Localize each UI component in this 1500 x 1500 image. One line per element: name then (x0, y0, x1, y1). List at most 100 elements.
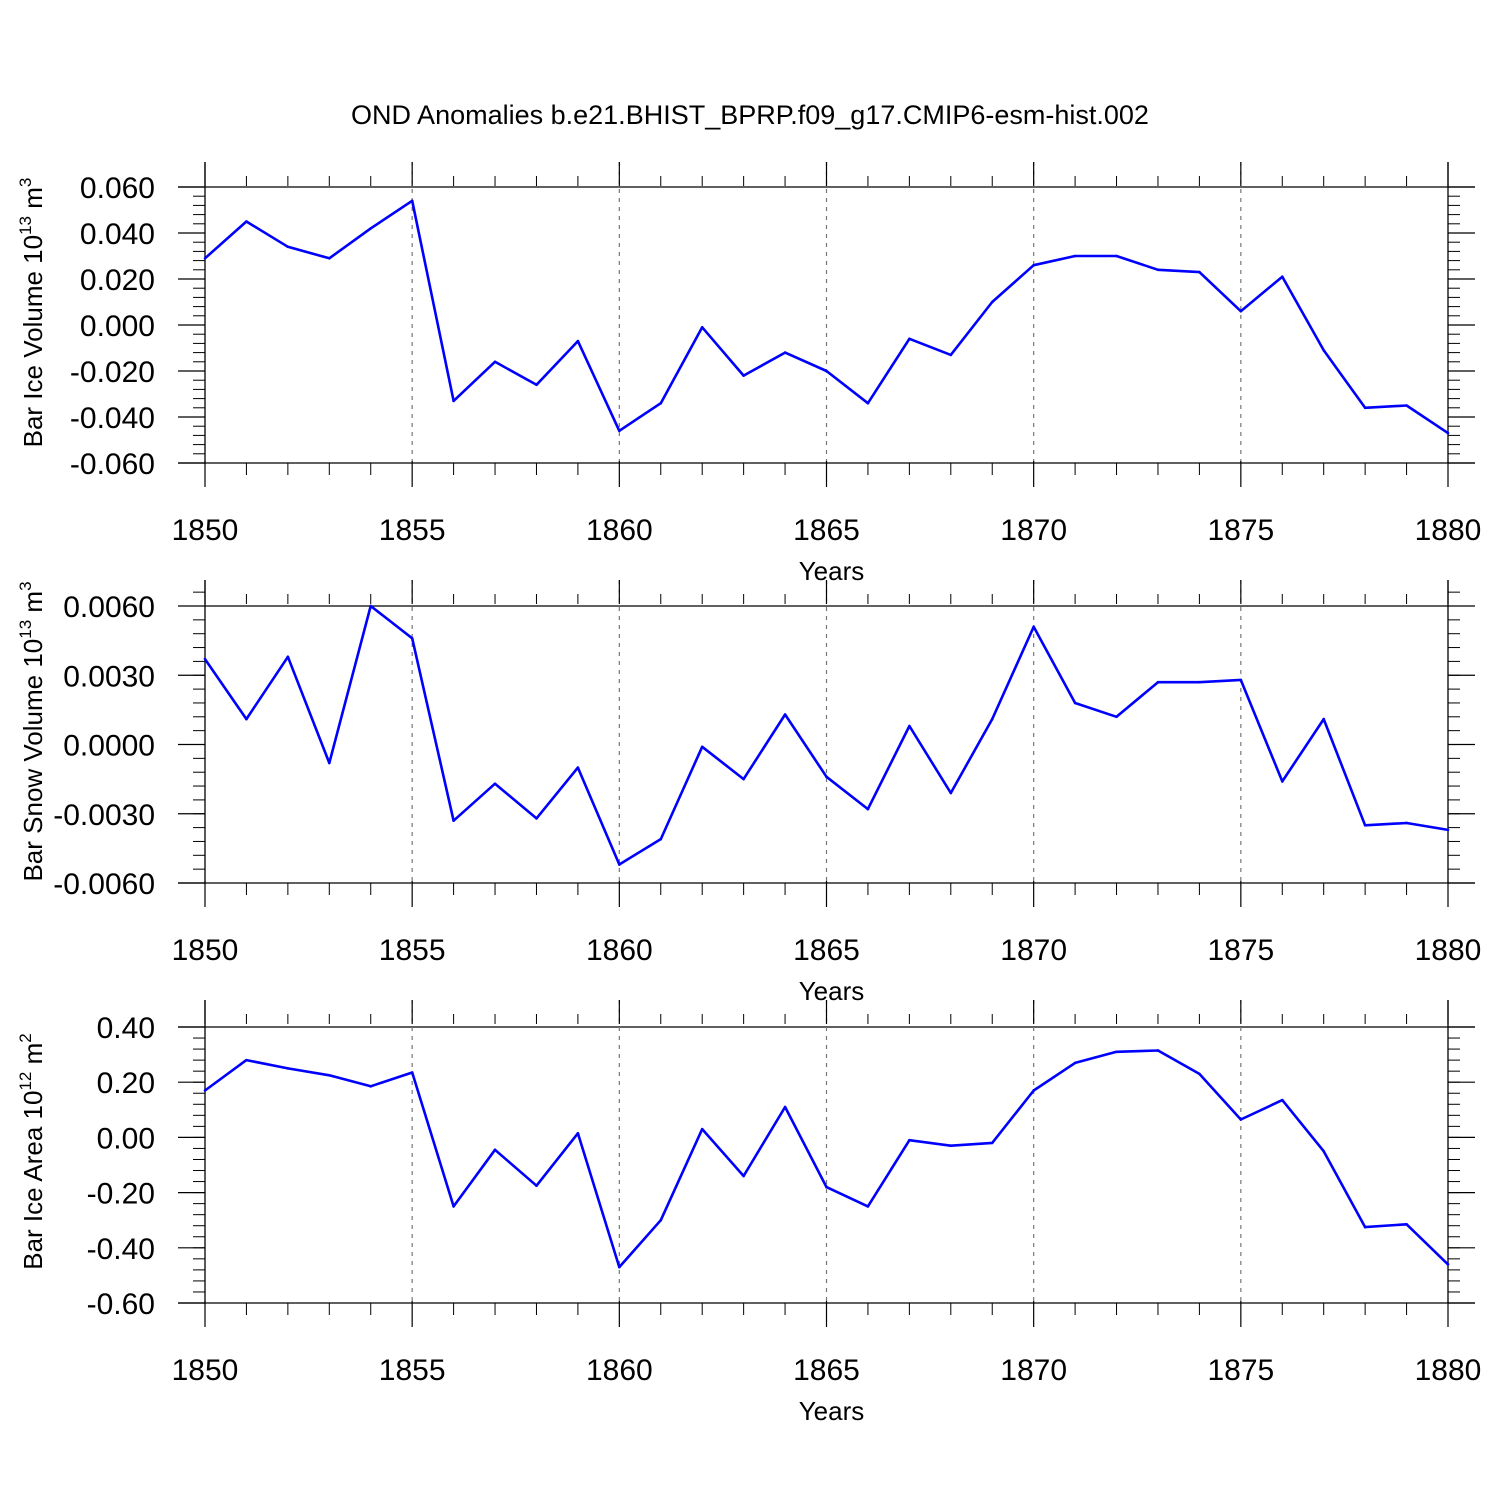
y-tick-label: -0.20 (87, 1178, 155, 1211)
data-point-1853 (328, 761, 331, 765)
data-point-1869 (990, 717, 994, 721)
data-point-1854 (369, 227, 373, 230)
data-point-1863 (742, 1174, 745, 1178)
y-axis-label-unit: m (18, 1043, 48, 1072)
y-tick-label: 0.060 (80, 172, 155, 205)
x-tick-label: 1865 (793, 514, 860, 547)
x-tick-label: 1855 (379, 934, 446, 967)
y-axis-label-exponent: 13 (16, 620, 35, 639)
data-point-1868 (949, 1144, 953, 1147)
data-point-1856 (452, 819, 455, 822)
data-point-1867 (908, 724, 911, 728)
data-point-1860 (618, 429, 621, 433)
y-axis-label-unit: m (18, 187, 48, 216)
data-point-1873 (1156, 680, 1160, 684)
y-axis-label-main: Bar Ice Area 10 (18, 1091, 48, 1270)
data-point-1865 (825, 775, 828, 779)
data-point-1873 (1156, 268, 1160, 272)
data-point-1861 (659, 1218, 663, 1222)
y-tick-label: 0.00 (97, 1122, 155, 1155)
x-tick-label: 1875 (1207, 1354, 1274, 1387)
data-point-1870 (1032, 263, 1035, 267)
x-tick-label: 1860 (586, 1354, 653, 1387)
x-axis-label: Years (799, 556, 865, 586)
data-point-1853 (328, 1074, 331, 1077)
data-point-1875 (1239, 309, 1243, 313)
x-tick-label: 1860 (586, 934, 653, 967)
data-point-1878 (1363, 1225, 1367, 1229)
data-point-1868 (949, 791, 953, 795)
data-point-1855 (410, 637, 414, 640)
chart-panel-3: 0.40 0.20 0.00 -0.20 -0.40 -0.60 1850 1855 1860 1… (16, 1000, 1481, 1426)
y-axis-label: Bar Ice Area 1012 m2 (16, 1033, 48, 1270)
y-axis-label: Bar Ice Volume 1013 m3 (16, 178, 48, 448)
y-axis-label-unit-exponent: 3 (16, 581, 35, 590)
data-point-1851 (245, 717, 248, 721)
data-point-1851 (245, 1058, 248, 1062)
x-tick-label: 1860 (586, 514, 653, 547)
data-point-1880 (1446, 1263, 1450, 1266)
x-axis-label: Years (799, 976, 865, 1006)
x-tick-label: 1880 (1415, 514, 1482, 547)
x-tick-label: 1850 (172, 514, 239, 547)
data-point-1874 (1198, 1072, 1201, 1076)
x-tick-label: 1850 (172, 934, 239, 967)
x-tick-label: 1875 (1207, 934, 1274, 967)
data-point-1875 (1239, 678, 1243, 682)
data-point-1850 (203, 1089, 207, 1092)
x-tick-label: 1865 (793, 1354, 860, 1387)
data-point-1859 (576, 339, 580, 343)
y-axis-label-unit-exponent: 3 (16, 178, 35, 187)
data-point-1874 (1198, 680, 1201, 684)
data-point-1857 (493, 360, 497, 364)
data-point-1855 (410, 1071, 414, 1074)
y-tick-label: 0.020 (80, 264, 155, 297)
data-point-1852 (286, 245, 290, 249)
y-axis-label-unit: m (18, 591, 48, 620)
data-point-1878 (1363, 823, 1367, 827)
data-point-1872 (1115, 715, 1118, 719)
y-tick-label: 0.20 (97, 1067, 155, 1100)
data-point-1859 (576, 766, 580, 769)
y-axis-label-exponent: 12 (16, 1072, 35, 1091)
data-point-1860 (618, 863, 621, 866)
data-point-1864 (783, 1105, 787, 1109)
x-tick-label: 1855 (379, 1354, 446, 1387)
y-tick-label: -0.40 (87, 1233, 155, 1266)
data-point-1869 (990, 300, 994, 304)
x-tick-label: 1870 (1000, 514, 1067, 547)
data-point-1859 (576, 1131, 580, 1135)
data-point-1869 (990, 1141, 994, 1145)
chart-panel-1: 0.060 0.040 0.020 0.000 -0.020 -0.040 -0.060 18… (16, 162, 1481, 586)
data-point-1872 (1115, 254, 1118, 258)
data-point-1856 (452, 1205, 455, 1208)
data-point-1871 (1073, 701, 1077, 705)
y-axis-label: Bar Snow Volume 1013 m3 (16, 581, 48, 881)
data-point-1878 (1363, 406, 1367, 410)
data-point-1865 (825, 1185, 828, 1189)
data-point-1862 (700, 745, 704, 749)
data-point-1863 (742, 374, 745, 377)
data-point-1866 (866, 1205, 870, 1208)
data-point-1877 (1322, 1149, 1325, 1153)
data-point-1879 (1405, 1223, 1408, 1226)
data-point-1855 (410, 199, 414, 203)
y-axis-label-unit-exponent: 2 (16, 1033, 35, 1042)
data-point-1862 (700, 1127, 704, 1131)
data-point-1877 (1322, 349, 1325, 352)
x-tick-label: 1855 (379, 514, 446, 547)
x-tick-label: 1880 (1415, 1354, 1482, 1387)
data-point-1870 (1032, 625, 1035, 629)
y-tick-label: 0.0000 (63, 730, 155, 763)
data-point-1877 (1322, 717, 1325, 721)
panels: 0.060 0.040 0.020 0.000 -0.020 -0.040 -0.060 18… (16, 162, 1481, 1426)
data-point-1850 (203, 257, 207, 260)
data-point-1852 (286, 655, 290, 659)
data-point-1871 (1073, 254, 1077, 258)
data-point-1852 (286, 1067, 290, 1070)
data-point-1861 (659, 837, 663, 841)
data-point-1879 (1405, 821, 1408, 825)
data-point-1861 (659, 401, 663, 405)
y-tick-label: 0.40 (97, 1012, 155, 1045)
